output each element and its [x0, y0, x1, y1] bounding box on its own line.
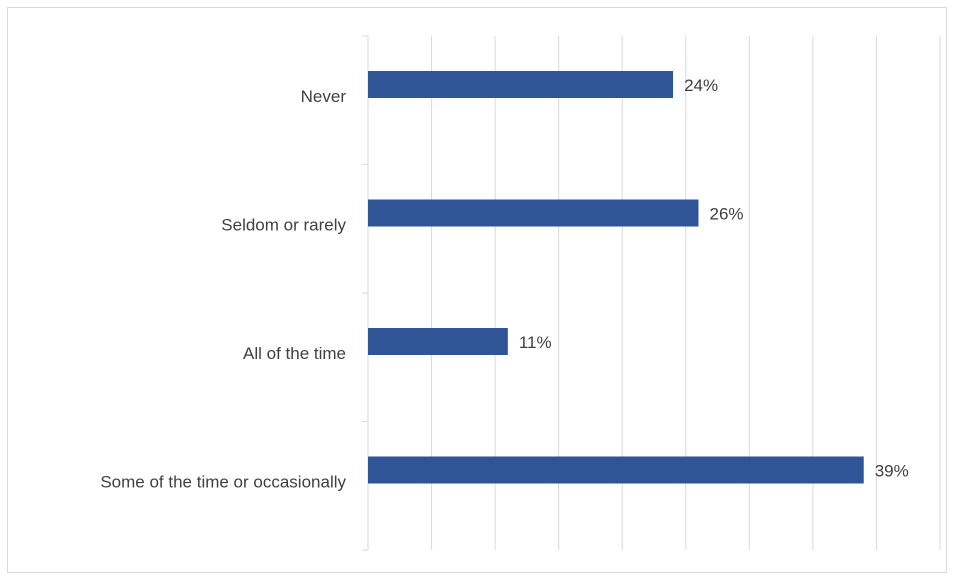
bar	[368, 71, 674, 98]
data-label: 11%	[519, 333, 552, 352]
category-axis	[362, 35, 369, 551]
value-labels: 24% 26% 11% 39%	[519, 76, 909, 481]
category-labels: Never Seldom or rarely All of the time Some…	[100, 87, 346, 492]
category-label: All of the time	[243, 344, 346, 363]
category-label: Some of the time or occasionally	[100, 473, 346, 492]
bars	[368, 71, 864, 484]
data-label: 24%	[684, 76, 718, 95]
category-label: Never	[301, 87, 347, 106]
bar	[368, 456, 864, 484]
category-label: Seldom or rarely	[221, 216, 346, 235]
bar	[368, 199, 699, 227]
bar	[368, 328, 508, 355]
data-label: 26%	[709, 205, 743, 224]
data-label: 39%	[875, 462, 909, 481]
